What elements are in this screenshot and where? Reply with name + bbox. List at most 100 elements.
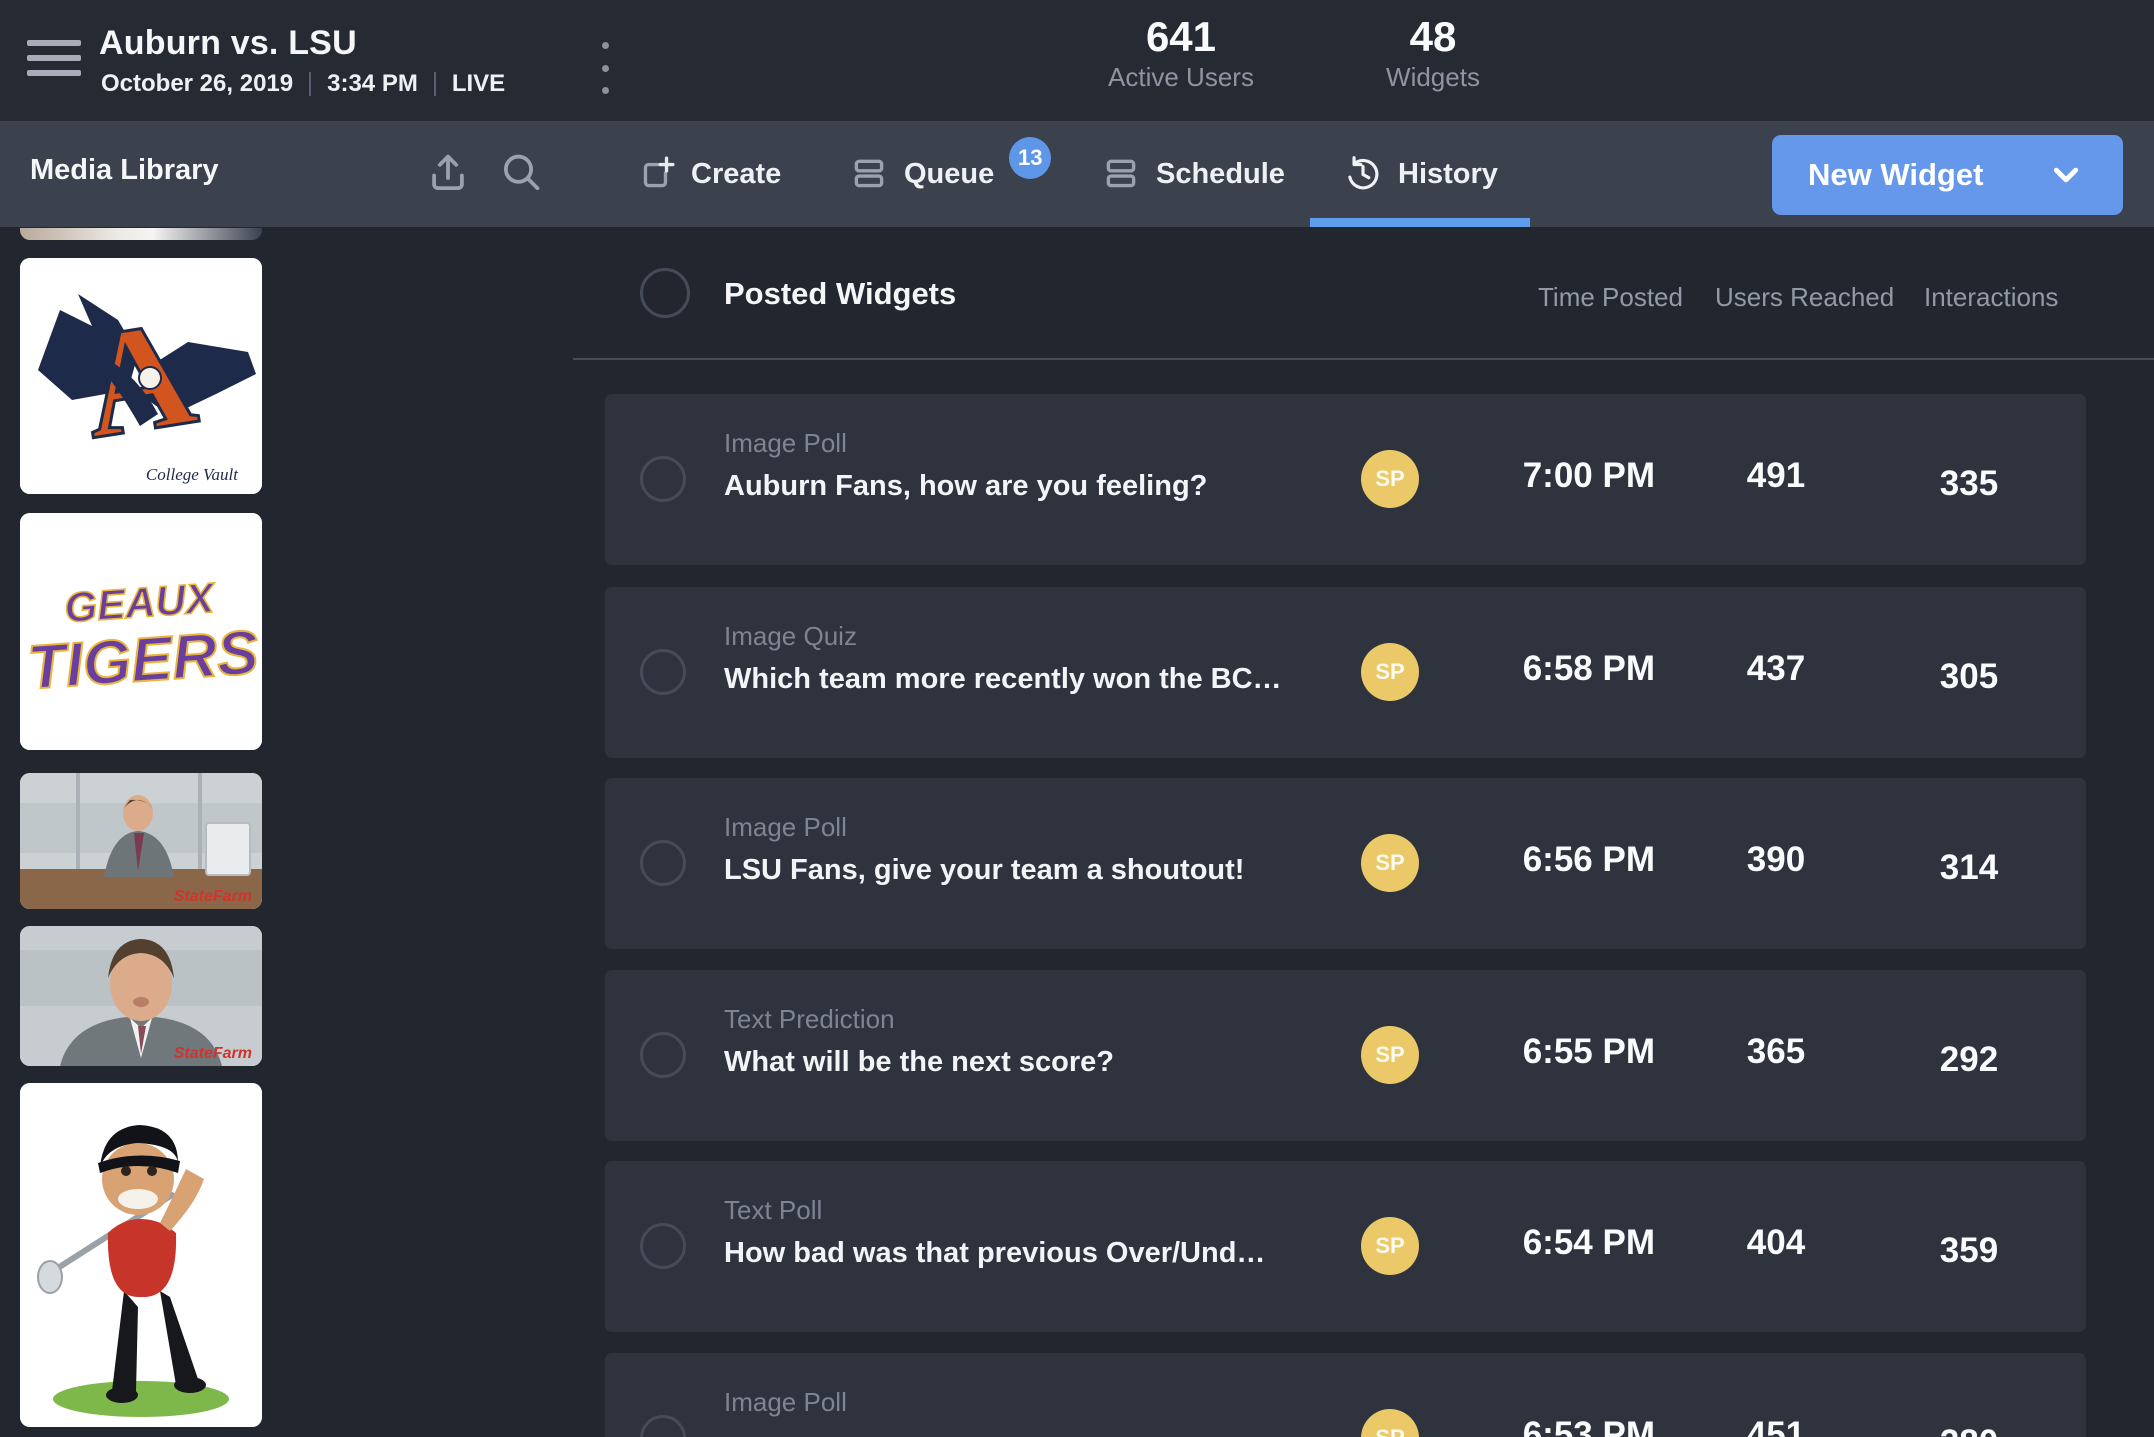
active-users-label: Active Users — [1108, 62, 1254, 93]
live-indicator: LIVE — [451, 70, 506, 97]
new-widget-button[interactable]: New Widget — [1772, 135, 2123, 215]
meta-separator — [309, 72, 312, 96]
users-reached: 437 — [1746, 649, 1806, 688]
row-checkbox[interactable] — [640, 1223, 686, 1269]
interactions: 280 — [1904, 1423, 2034, 1437]
interactions: 359 — [1939, 1231, 1999, 1270]
row-checkbox[interactable] — [640, 649, 686, 695]
widget-row[interactable]: Image Poll Auburn Fans, how are you feel… — [605, 394, 2086, 565]
tab-schedule-label: Schedule — [1156, 157, 1285, 190]
widget-type: Text Prediction — [724, 1004, 895, 1034]
tab-schedule[interactable]: Schedule — [1101, 121, 1285, 227]
widget-row[interactable]: Image Poll LSU Fans, give your team a sh… — [605, 778, 2086, 949]
time-posted: 7:00 PM — [1522, 456, 1655, 495]
hamburger-menu-icon[interactable] — [27, 40, 81, 76]
select-all-checkbox[interactable] — [640, 268, 690, 318]
row-checkbox[interactable] — [640, 840, 686, 886]
tab-create[interactable]: Create — [636, 121, 781, 227]
time-posted: 6:58 PM — [1522, 649, 1655, 688]
top-bar: Auburn vs. LSU October 26, 2019 3:34 PM … — [0, 0, 2154, 121]
widget-row[interactable]: Text Poll How bad was that previous Over… — [605, 1161, 2086, 1332]
widget-type: Image Quiz — [724, 621, 857, 651]
widget-type: Text Poll — [724, 1195, 823, 1225]
author-avatar: SP — [1361, 643, 1419, 701]
author-avatar: SP — [1361, 1217, 1419, 1275]
media-thumbnail-cropped[interactable] — [20, 228, 262, 240]
tab-history[interactable]: History — [1343, 121, 1498, 227]
nav-bar: Media Library Create Qu — [0, 121, 2154, 227]
event-date: October 26, 2019 — [101, 70, 294, 97]
tab-history-label: History — [1398, 157, 1498, 190]
widget-question: How bad was that previous Over/Und… — [724, 1237, 1266, 1269]
time-posted: 6:56 PM — [1522, 840, 1655, 879]
row-checkbox[interactable] — [640, 1032, 686, 1078]
list-header-divider — [573, 358, 2154, 360]
media-thumbnail-statefarm-closeup[interactable]: StateFarm — [20, 926, 262, 1066]
widget-type: Image Poll — [724, 1387, 847, 1417]
geaux-line2: TIGERS — [26, 618, 261, 703]
interactions: 292 — [1939, 1040, 1999, 1079]
users-reached: 451 — [1746, 1415, 1806, 1437]
users-reached: 404 — [1746, 1223, 1806, 1262]
users-reached: 390 — [1746, 840, 1806, 879]
widget-question: Auburn Fans, how are you feeling? — [724, 470, 1208, 502]
queue-icon — [854, 159, 884, 188]
time-posted: 6:54 PM — [1522, 1223, 1655, 1262]
widgets-label: Widgets — [1386, 62, 1480, 93]
widgets-stat: 48 Widgets — [1333, 13, 1533, 93]
author-avatar: SP — [1361, 834, 1419, 892]
row-checkbox[interactable] — [640, 456, 686, 502]
statefarm-logo-text: StateFarm — [174, 888, 252, 905]
new-widget-label: New Widget — [1808, 157, 1984, 192]
time-posted: 6:55 PM — [1522, 1032, 1655, 1071]
author-avatar: SP — [1361, 1409, 1419, 1437]
upload-icon[interactable] — [424, 149, 472, 197]
active-users-value: 641 — [1145, 13, 1217, 60]
users-reached: 491 — [1746, 456, 1806, 495]
statefarm-logo-text: StateFarm — [174, 1045, 252, 1062]
geaux-line1: GEAUX — [63, 574, 218, 632]
author-avatar: SP — [1361, 450, 1419, 508]
time-posted: 6:53 PM — [1522, 1415, 1655, 1437]
interactions: 314 — [1939, 848, 1999, 887]
widget-row[interactable]: Text Prediction What will be the next sc… — [605, 970, 2086, 1141]
users-reached: 365 — [1746, 1032, 1806, 1071]
event-time: 3:34 PM — [327, 70, 418, 97]
tab-queue[interactable]: Queue 13 — [849, 121, 1052, 227]
widget-row[interactable]: Image Poll SP 6:53 PM 451 280 — [605, 1353, 2086, 1437]
tab-queue-label: Queue — [904, 157, 995, 190]
author-avatar: SP — [1361, 1026, 1419, 1084]
search-icon[interactable] — [497, 149, 545, 197]
interactions: 335 — [1939, 464, 1999, 503]
media-thumbnail-tiger-caricature[interactable] — [20, 1083, 262, 1427]
meta-separator — [433, 72, 436, 96]
history-icon — [1348, 156, 1379, 190]
media-thumbnail-statefarm-wide[interactable]: StateFarm — [20, 773, 262, 909]
row-checkbox[interactable] — [640, 1415, 686, 1437]
list-title: Posted Widgets — [724, 276, 957, 311]
widget-question: Which team more recently won the BC… — [724, 663, 1282, 695]
tab-create-label: Create — [691, 157, 782, 190]
event-title: Auburn vs. LSU — [99, 24, 357, 62]
interactions: 305 — [1939, 657, 1999, 696]
create-icon — [643, 156, 675, 188]
media-thumbnail-geaux-tigers-logo[interactable]: GEAUX TIGERS — [20, 513, 262, 750]
column-header-interactions: Interactions — [1924, 282, 2059, 312]
widget-type: Image Poll — [724, 428, 847, 458]
widget-type: Image Poll — [724, 812, 847, 842]
active-users-stat: 641 Active Users — [1056, 13, 1306, 93]
media-library-title: Media Library — [30, 154, 219, 186]
schedule-icon — [1106, 159, 1136, 188]
widget-question: LSU Fans, give your team a shoutout! — [724, 854, 1245, 886]
column-header-time-posted: Time Posted — [1538, 282, 1683, 312]
widget-question: What will be the next score? — [724, 1046, 1114, 1078]
chevron-down-icon — [2053, 167, 2079, 183]
auburn-caption: College Vault — [146, 465, 239, 484]
widget-row[interactable]: Image Quiz Which team more recently won … — [605, 587, 2086, 758]
overflow-menu-icon[interactable] — [598, 42, 612, 94]
widgets-value: 48 — [1409, 13, 1457, 60]
queue-count-badge: 13 — [1009, 137, 1052, 179]
media-thumbnail-auburn-logo[interactable]: A College Vault — [20, 258, 262, 494]
event-meta: October 26, 2019 3:34 PM LIVE — [101, 70, 505, 98]
